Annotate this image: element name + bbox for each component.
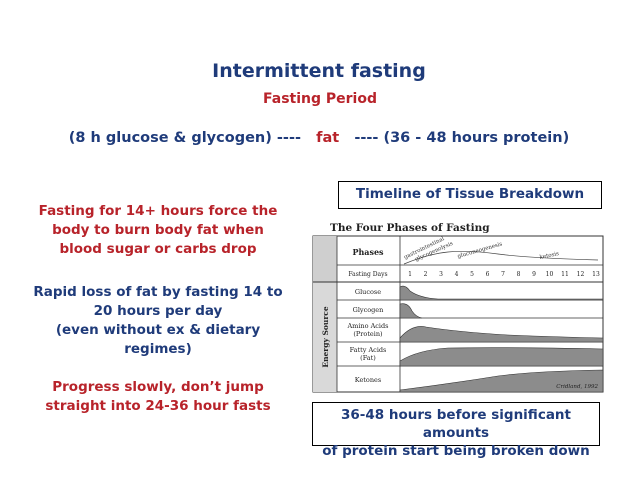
note-line: of protein start being broken down — [322, 443, 590, 459]
day-tick-label: 11 — [561, 271, 569, 278]
fasting-period-line: (8 h glucose & glycogen) ---- fat ---- (… — [0, 130, 638, 146]
day-tick-label: 7 — [501, 271, 505, 278]
row-label-amino-acids: Amino Acids — [346, 322, 388, 330]
days-label: Fasting Days — [348, 271, 387, 278]
four-phases-figure: The Four Phases of Fasting Phases Fastin… — [308, 214, 608, 394]
text-line: blood sugar or carbs drop — [59, 241, 257, 257]
row-label-fat: (Fat) — [360, 354, 376, 362]
day-tick-label: 8 — [517, 271, 521, 278]
row-label-glucose: Glucose — [355, 288, 381, 296]
day-tick-label: 6 — [486, 271, 490, 278]
day-tick-label: 12 — [577, 271, 585, 278]
day-tick-label: 4 — [455, 271, 459, 278]
page-title: Intermittent fasting — [212, 60, 426, 82]
phases-header: Phases — [352, 247, 384, 257]
day-ticks: 1 2 3 4 5 6 7 8 9 10 11 12 13 — [408, 271, 600, 278]
text-line: Rapid loss of fat by fasting 14 to — [33, 284, 283, 300]
row-label-protein: (Protein) — [353, 330, 383, 338]
note-line: 36-48 hours before significant amounts — [341, 407, 571, 441]
four-phases-diagram: The Four Phases of Fasting Phases Fastin… — [312, 222, 604, 393]
period-left: (8 h glucose & glycogen) ---- — [68, 130, 301, 146]
period-right: ---- (36 - 48 hours protein) — [354, 130, 570, 146]
day-tick-label: 2 — [424, 271, 428, 278]
day-tick-label: 3 — [439, 271, 443, 278]
protein-breakdown-note: 36-48 hours before significant amounts o… — [312, 402, 600, 459]
text-line: body to burn body fat when — [52, 222, 264, 238]
text-line: regimes) — [124, 341, 192, 357]
phase-arc — [403, 250, 599, 265]
amino-acids-curve — [399, 326, 604, 343]
text-line: Progress slowly, don’t jump — [52, 379, 264, 395]
row-label-ketones: Ketones — [355, 376, 381, 384]
energy-source-label: Energy Source — [321, 306, 330, 367]
period-fat: fat — [316, 130, 340, 146]
day-tick-label: 9 — [532, 271, 536, 278]
paragraph-fat-burning: Fasting for 14+ hours force the body to … — [30, 202, 286, 259]
figure-title: The Four Phases of Fasting — [330, 222, 490, 234]
fatty-acids-curve — [399, 347, 604, 367]
header-label-shade — [313, 236, 337, 282]
glucose-curve — [399, 285, 604, 301]
ketones-curve — [399, 369, 604, 393]
day-tick-label: 13 — [592, 271, 600, 278]
page-subtitle: Fasting Period — [263, 91, 377, 107]
text-line: (even without ex & dietary — [55, 322, 261, 338]
text-line: straight into 24-36 hour fasts — [45, 398, 271, 414]
row-label-glycogen: Glycogen — [353, 306, 384, 314]
row-label-fatty-acids: Fatty Acids — [350, 346, 387, 354]
glycogen-curve — [399, 303, 423, 319]
paragraph-progress-slowly: Progress slowly, don’t jump straight int… — [30, 378, 286, 416]
paragraph-rapid-loss: Rapid loss of fat by fasting 14 to 20 ho… — [30, 283, 286, 359]
phase-name: ketosis — [539, 251, 560, 261]
text-line: Fasting for 14+ hours force the — [38, 203, 278, 219]
timeline-label-box: Timeline of Tissue Breakdown — [338, 181, 602, 209]
text-line: 20 hours per day — [93, 303, 223, 319]
day-tick-label: 10 — [546, 271, 554, 278]
day-tick-label: 5 — [470, 271, 474, 278]
day-tick-label: 1 — [408, 271, 412, 278]
figure-credit: Cridland, 1992 — [556, 384, 598, 390]
